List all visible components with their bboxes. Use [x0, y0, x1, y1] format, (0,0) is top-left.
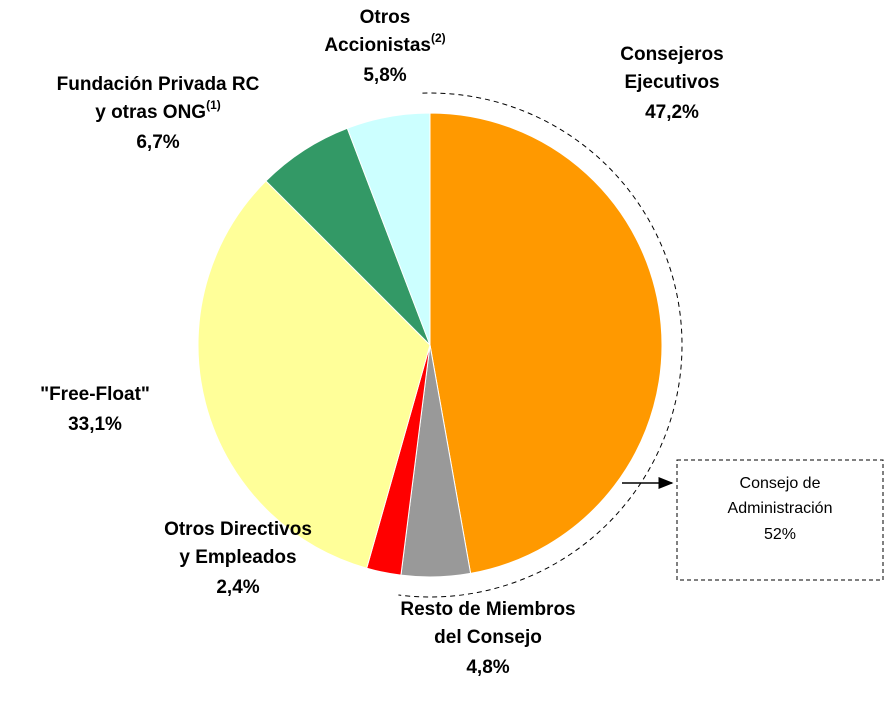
slice-label-text: y otras ONG — [95, 102, 206, 123]
annotation-text: Consejo de — [740, 475, 821, 492]
slice-value-label: 47,2% — [645, 102, 699, 123]
slice-label: Accionistas(2) — [324, 31, 445, 56]
slice-label-text: y Empleados — [179, 547, 296, 568]
slice-value-label: 4,8% — [466, 657, 509, 678]
slice-label: Otros — [360, 7, 411, 28]
slice-label-text: Accionistas — [324, 35, 431, 56]
annotation-text: Administración — [728, 500, 833, 517]
slice-label: del Consejo — [434, 627, 542, 648]
slice-label: y Empleados — [179, 547, 296, 568]
slice-value-label: 33,1% — [68, 414, 122, 435]
slice-label-text: "Free-Float" — [40, 384, 150, 405]
slice-label: Otros Directivos — [164, 519, 312, 540]
pie-slice — [197, 180, 431, 569]
slice-label-text: Otros Directivos — [164, 519, 312, 540]
slice-label: y otras ONG(1) — [95, 98, 221, 123]
slice-label-text: Ejecutivos — [624, 72, 719, 93]
slice-label-text: Fundación Privada RC — [57, 74, 260, 95]
slice-label-text: Consejeros — [620, 44, 723, 65]
slice-label-text: del Consejo — [434, 627, 542, 648]
slice-value-label: 5,8% — [363, 65, 406, 86]
pie-slice — [429, 112, 663, 574]
slice-label: Ejecutivos — [624, 72, 719, 93]
annotation-value: 52% — [764, 526, 796, 543]
slice-label: Resto de Miembros — [400, 599, 575, 620]
slice-label: Consejeros — [620, 44, 723, 65]
slice-label-text: Resto de Miembros — [400, 599, 575, 620]
slice-label: Fundación Privada RC — [57, 74, 260, 95]
slice-label: "Free-Float" — [40, 384, 150, 405]
footnote-mark: (1) — [206, 98, 221, 112]
pie-slice — [346, 112, 431, 346]
slice-label-text: Otros — [360, 7, 411, 28]
annotation-arc — [398, 92, 683, 598]
slice-value-label: 6,7% — [136, 132, 179, 153]
annotation-box — [676, 459, 884, 581]
slice-value-label: 2,4% — [216, 577, 259, 598]
footnote-mark: (2) — [431, 31, 446, 45]
